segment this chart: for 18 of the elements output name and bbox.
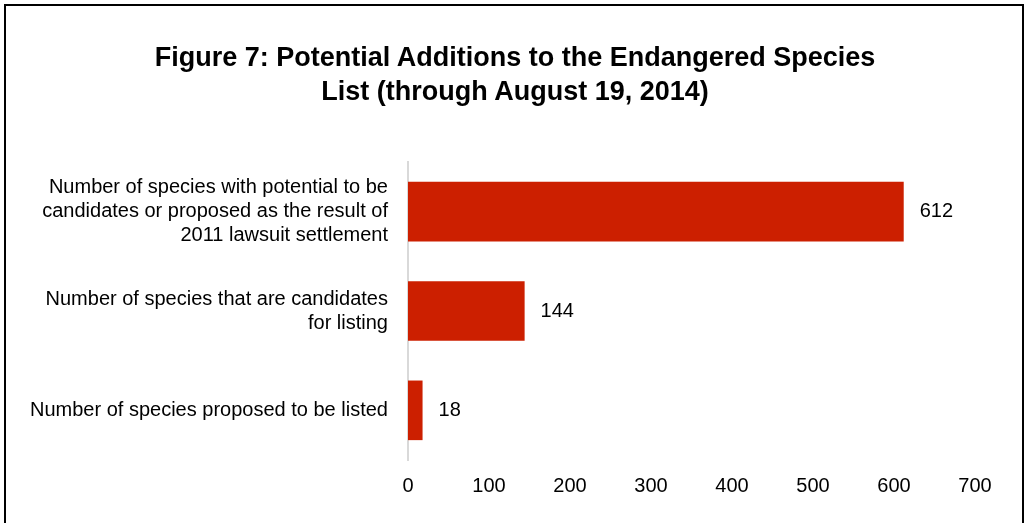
x-tick-label: 300 xyxy=(634,473,668,496)
x-tick-label: 400 xyxy=(715,473,749,496)
bar xyxy=(407,281,525,341)
data-label: 144 xyxy=(540,298,574,321)
x-tick-label: 500 xyxy=(796,473,830,496)
x-tick-label: 200 xyxy=(553,473,587,496)
y-tick-label: Number of species with potential to be candidates or proposed as the result of 2011 lawsuit settlement xyxy=(42,175,389,246)
x-tick-label: 100 xyxy=(472,473,506,496)
y-tick-label: Number of species proposed to be listed xyxy=(29,397,388,420)
data-label: 612 xyxy=(919,199,954,222)
x-tick-label: 600 xyxy=(877,473,911,496)
y-tick-label: Number of species that are candidates for listing xyxy=(45,286,388,333)
bar xyxy=(407,181,904,242)
x-tick-label: 700 xyxy=(958,473,992,496)
chart-title: Figure 7: Potential Additions to the Endangered Species List (through August 19, 2014) xyxy=(153,41,877,108)
bar xyxy=(407,380,423,441)
x-tick-label: 0 xyxy=(402,473,414,496)
data-label: 18 xyxy=(438,397,461,420)
